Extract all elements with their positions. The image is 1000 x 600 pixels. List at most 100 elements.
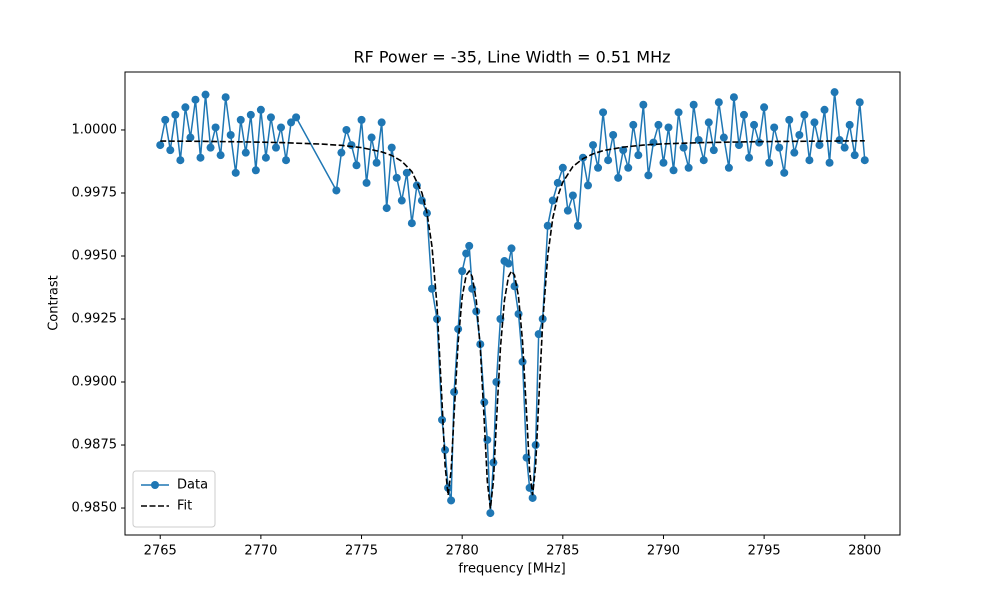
x-tick-label: 2775 [345,544,378,559]
data-point [458,267,467,276]
data-point [745,153,754,162]
data-point [287,118,296,127]
data-point [196,153,205,162]
data-point [427,284,436,293]
data-point [201,90,210,99]
data-point [855,98,864,107]
data-point [226,131,235,140]
data-point [604,156,613,165]
data-point [342,125,351,134]
y-tick-label: 0.9975 [72,185,118,200]
data-point [594,163,603,172]
data-point [583,181,592,190]
data-point [246,110,255,119]
y-tick-label: 0.9950 [72,248,118,263]
chart-title: RF Power = -35, Line Width = 0.51 MHz [353,48,670,67]
data-point [629,120,638,129]
data-point [674,108,683,117]
data-point [765,158,774,167]
data-point [347,141,356,150]
data-point [156,141,165,150]
data-point [860,156,869,165]
data-point [664,123,673,132]
data-point [785,115,794,124]
data-point [719,133,728,142]
x-tick-label: 2785 [546,544,579,559]
data-point [724,163,733,172]
plot-area [156,88,869,518]
data-point [775,143,784,152]
y-tick-label: 1.0000 [72,122,118,137]
data-point [176,156,185,165]
data-point [397,196,406,205]
data-point [387,143,396,152]
data-point [825,158,834,167]
y-tick-label: 0.9850 [72,501,118,516]
data-point [619,146,628,155]
data-point [534,330,543,339]
data-point [835,136,844,145]
data-point [407,219,416,228]
legend-label: Data [177,478,208,493]
data-point [161,115,170,124]
data-point [256,105,265,114]
data-point [573,221,582,230]
data-point [815,141,824,150]
data-point [402,168,411,177]
data-point [266,113,275,122]
data-point [644,171,653,180]
data-point [271,143,280,152]
data-point [282,156,291,165]
data-point [377,118,386,127]
data-point [261,153,270,162]
data-point [760,103,769,112]
data-point [251,166,260,175]
data-point [231,168,240,177]
data-point [558,163,567,172]
data-point [634,151,643,160]
data-point [206,143,215,152]
data-point [589,141,598,150]
data-point [669,166,678,175]
data-point [531,441,540,450]
data-point [186,133,195,142]
x-tick-label: 2765 [144,544,177,559]
axes-frame [124,71,901,536]
data-point [504,259,513,268]
data-point [820,105,829,114]
data-point [679,143,688,152]
data-point [553,178,562,187]
data-point [840,143,849,152]
series-line [160,140,865,509]
data-point [372,158,381,167]
data-point [447,496,456,505]
data-point [624,163,633,172]
data-point [654,120,663,129]
data-point [171,110,180,119]
data-point [543,221,552,230]
y-axis-label: Contrast [47,275,62,331]
x-tick-label: 2795 [748,544,781,559]
data-point [684,163,693,172]
data-point [352,161,361,170]
data-point [472,307,481,316]
data-point [599,108,608,117]
data-point [830,88,839,97]
data-point [438,415,447,424]
data-point [563,206,572,215]
data-point [578,153,587,162]
data-point [770,123,779,132]
data-point [241,148,250,157]
data-point [528,493,537,502]
data-point [392,173,401,182]
data-point [221,93,230,102]
legend-marker [151,481,159,489]
data-point [191,95,200,104]
data-point [714,98,723,107]
legend-label: Fit [177,499,192,514]
data-point [850,151,859,160]
data-point [277,123,286,132]
y-tick-label: 0.9925 [72,312,118,327]
data-point [689,100,698,109]
